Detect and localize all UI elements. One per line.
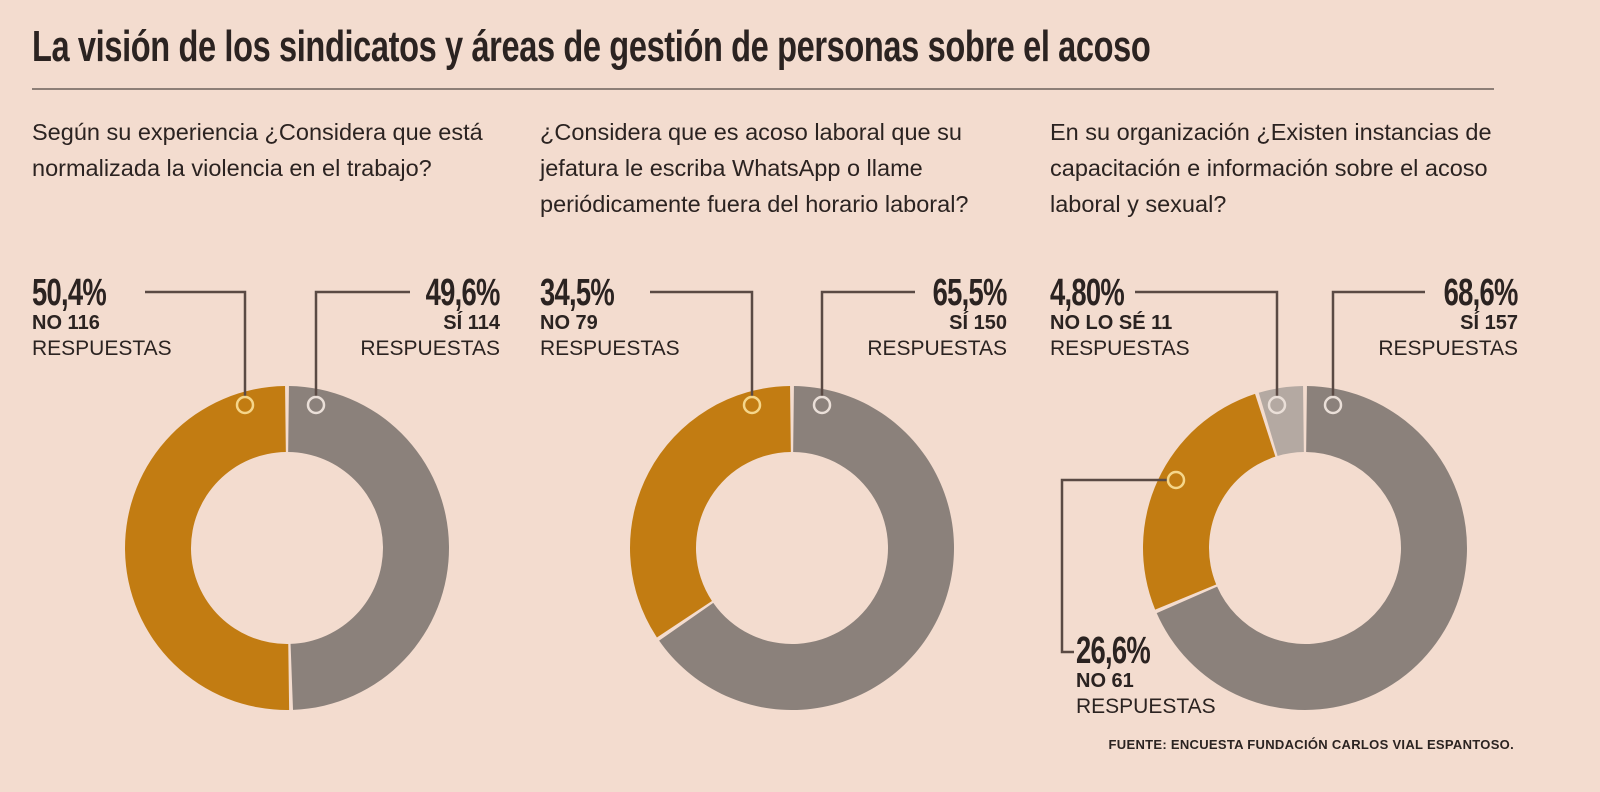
donut-slice-c1-0 xyxy=(288,386,450,710)
question-2: ¿Considera que es acoso laboral que su j… xyxy=(540,119,969,217)
answer: SÍ 150 xyxy=(949,312,1007,334)
answer: NO LO SÉ 11 xyxy=(1050,312,1173,334)
donut-slice-c2-1 xyxy=(630,386,791,638)
leader-marker-ring xyxy=(1166,470,1186,490)
responses: RESPUESTAS xyxy=(1378,337,1518,360)
question-3: En su organización ¿Existen instancias d… xyxy=(1050,119,1492,217)
question-1: Según su experiencia ¿Considera que está… xyxy=(32,119,483,181)
label-c2-no: 34,5% NO 79 RESPUESTAS xyxy=(540,272,680,362)
answer: NO 79 xyxy=(540,312,598,334)
label-c3-nolose: 4,80% NO LO SÉ 11 RESPUESTAS xyxy=(1050,272,1190,362)
responses: RESPUESTAS xyxy=(867,337,1007,360)
donut-slice-c1-1 xyxy=(125,386,290,710)
pct: 34,5% xyxy=(540,272,615,314)
leader-marker-ring xyxy=(1267,395,1287,415)
answer: NO 61 xyxy=(1076,670,1134,692)
answer: SÍ 157 xyxy=(1460,312,1518,334)
pct: 68,6% xyxy=(1444,272,1519,314)
donut-slice-c3-0 xyxy=(1156,386,1467,710)
leader-line-c3-nolose xyxy=(1135,290,1279,396)
leader-line-c2-si xyxy=(820,290,915,396)
title-divider xyxy=(32,88,1494,90)
label-c3-no: 26,6% NO 61 RESPUESTAS xyxy=(1076,630,1216,720)
leader-marker-ring xyxy=(812,395,832,415)
leader-line-c3-no xyxy=(1060,478,1167,654)
label-c1-no: 50,4% NO 116 RESPUESTAS xyxy=(32,272,172,362)
source-note: FUENTE: ENCUESTA FUNDACIÓN CARLOS VIAL E… xyxy=(1108,737,1514,752)
label-c3-si: 68,6% SÍ 157 RESPUESTAS xyxy=(1378,272,1519,362)
donut-slice-c2-0 xyxy=(659,386,954,710)
label-c1-si: 49,6% SÍ 114 RESPUESTAS xyxy=(360,272,501,362)
responses: RESPUESTAS xyxy=(540,337,680,360)
label-c2-si: 65,5% SÍ 150 RESPUESTAS xyxy=(867,272,1008,362)
responses: RESPUESTAS xyxy=(1076,695,1216,718)
pct: 26,6% xyxy=(1076,630,1151,672)
responses: RESPUESTAS xyxy=(1050,337,1190,360)
leader-marker-ring xyxy=(235,395,255,415)
responses: RESPUESTAS xyxy=(360,337,500,360)
leader-marker-ring xyxy=(1323,395,1343,415)
pct: 4,80% xyxy=(1050,272,1125,314)
leader-line-c1-no xyxy=(145,290,247,396)
answer: NO 116 xyxy=(32,312,100,334)
pct: 50,4% xyxy=(32,272,107,314)
infographic-title: La visión de los sindicatos y áreas de g… xyxy=(32,22,1151,71)
donut-slice-c3-1 xyxy=(1142,393,1276,610)
pct: 65,5% xyxy=(933,272,1008,314)
leader-marker-ring xyxy=(742,395,762,415)
answer: SÍ 114 xyxy=(443,312,500,334)
leader-line-c1-si xyxy=(314,290,410,396)
leader-line-c3-si xyxy=(1331,290,1425,396)
responses: RESPUESTAS xyxy=(32,337,172,360)
leader-line-c2-no xyxy=(650,290,754,396)
pct: 49,6% xyxy=(426,272,501,314)
leader-marker-ring xyxy=(306,395,326,415)
